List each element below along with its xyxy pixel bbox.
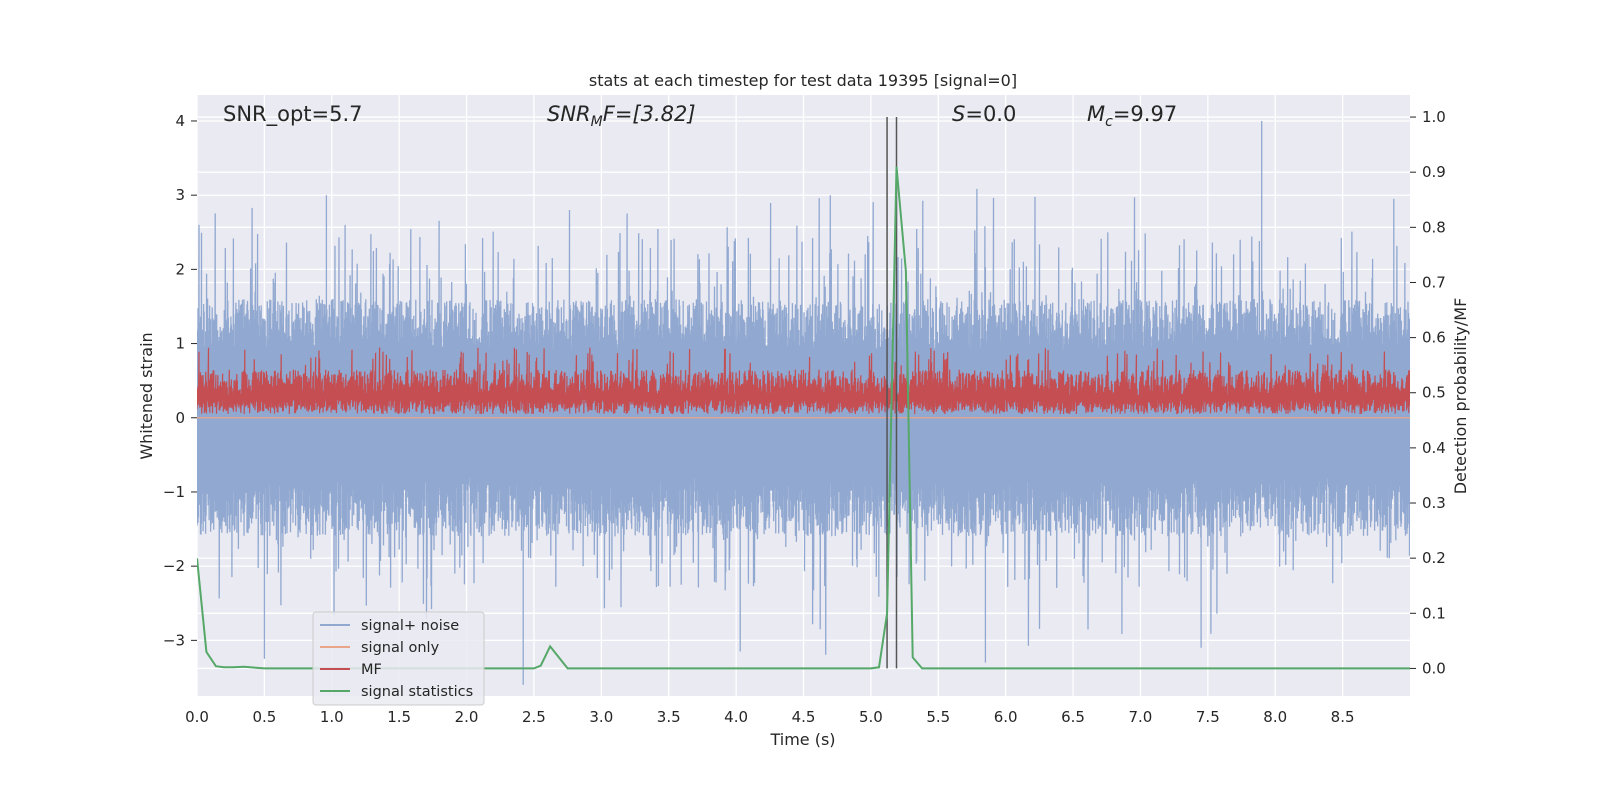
x-tick-label: 1.5 [387, 708, 411, 726]
x-tick-label: 7.0 [1129, 708, 1153, 726]
legend: signal+ noise signal only MF signal stat… [312, 611, 485, 706]
y-right-tick-label: 0.9 [1422, 163, 1446, 181]
y-left-tick-label: 2 [175, 260, 185, 278]
x-axis-label: Time (s) [769, 730, 835, 749]
x-tick-label: 5.5 [926, 708, 950, 726]
y-right-tick-label: 0.6 [1422, 329, 1446, 347]
annotation-mc: Mc=9.97 [1087, 102, 1177, 130]
y-right-tick-label: 0.3 [1422, 494, 1446, 512]
snr-mf-rest: F=[3.82] [603, 102, 696, 126]
x-tick-label: 2.0 [455, 708, 479, 726]
y-left-ticks: 4 3 2 1 0 −1 −2 −3 [163, 112, 197, 649]
y-left-tick-label: −1 [163, 483, 185, 501]
legend-label-noise: signal+ noise [361, 618, 459, 634]
x-tick-label: 2.5 [522, 708, 546, 726]
y-left-tick-label: −3 [163, 631, 185, 649]
y-right-tick-label: 0.8 [1422, 218, 1446, 236]
legend-label-statistics: signal statistics [361, 684, 473, 700]
y-right-tick-label: 0.7 [1422, 273, 1446, 291]
x-tick-label: 0.0 [185, 708, 209, 726]
x-tick-label: 6.0 [994, 708, 1018, 726]
x-tick-label: 5.0 [859, 708, 883, 726]
x-tick-label: 7.5 [1196, 708, 1220, 726]
y-right-tick-label: 0.1 [1422, 604, 1446, 622]
y-right-tick-label: 1.0 [1422, 108, 1446, 126]
snr-mf-main: SNR [547, 102, 591, 126]
annotation-s: S=0.0 [952, 102, 1016, 126]
x-tick-label: 8.0 [1263, 708, 1287, 726]
x-tick-label: 3.0 [589, 708, 613, 726]
y-left-tick-label: 1 [175, 335, 185, 353]
legend-label-signal-only: signal only [361, 640, 440, 656]
y-left-tick-label: 3 [175, 186, 185, 204]
annotation-snr-opt: SNR_opt=5.7 [223, 102, 363, 127]
s-rest: =0.0 [965, 102, 1016, 126]
y-right-tick-label: 0.5 [1422, 384, 1446, 402]
annotation-snr-mf: SNRMF=[3.82] [547, 102, 696, 130]
x-ticks: 0.0 0.5 1.0 1.5 2.0 2.5 3.0 3.5 4.0 4.5 5.0 5.5 6.0 6… [185, 708, 1354, 726]
y-left-axis-label: Whitened strain [137, 332, 156, 459]
mc-rest: =9.97 [1113, 102, 1177, 126]
mc-main: M [1087, 102, 1105, 126]
y-left-tick-label: 4 [175, 112, 185, 130]
x-tick-label: 4.5 [792, 708, 816, 726]
y-right-ticks: 1.0 0.9 0.8 0.7 0.6 0.5 0.4 0.3 0.2 0.1 0.0 [1410, 108, 1446, 677]
y-right-tick-label: 0.4 [1422, 439, 1446, 457]
chart-title: stats at each timestep for test data 193… [589, 71, 1017, 90]
x-tick-label: 4.0 [724, 708, 748, 726]
mc-sub: c [1105, 114, 1113, 130]
x-tick-label: 1.0 [320, 708, 344, 726]
x-tick-label: 8.5 [1331, 708, 1355, 726]
x-tick-label: 3.5 [657, 708, 681, 726]
y-left-tick-label: −2 [163, 557, 185, 575]
y-left-tick-label: 0 [175, 409, 185, 427]
series-mf [197, 347, 1410, 415]
y-right-axis-label: Detection probability/MF [1451, 298, 1470, 495]
x-tick-label: 0.5 [252, 708, 276, 726]
plot-area [197, 117, 1410, 685]
legend-label-mf: MF [361, 662, 382, 678]
x-tick-label: 6.5 [1061, 708, 1085, 726]
legend-box [312, 611, 485, 706]
series-signal-statistics [197, 166, 1410, 670]
y-right-tick-label: 0.0 [1422, 659, 1446, 677]
s-main: S [952, 102, 965, 126]
snr-mf-sub: M [591, 114, 603, 130]
y-right-tick-label: 0.2 [1422, 549, 1446, 567]
